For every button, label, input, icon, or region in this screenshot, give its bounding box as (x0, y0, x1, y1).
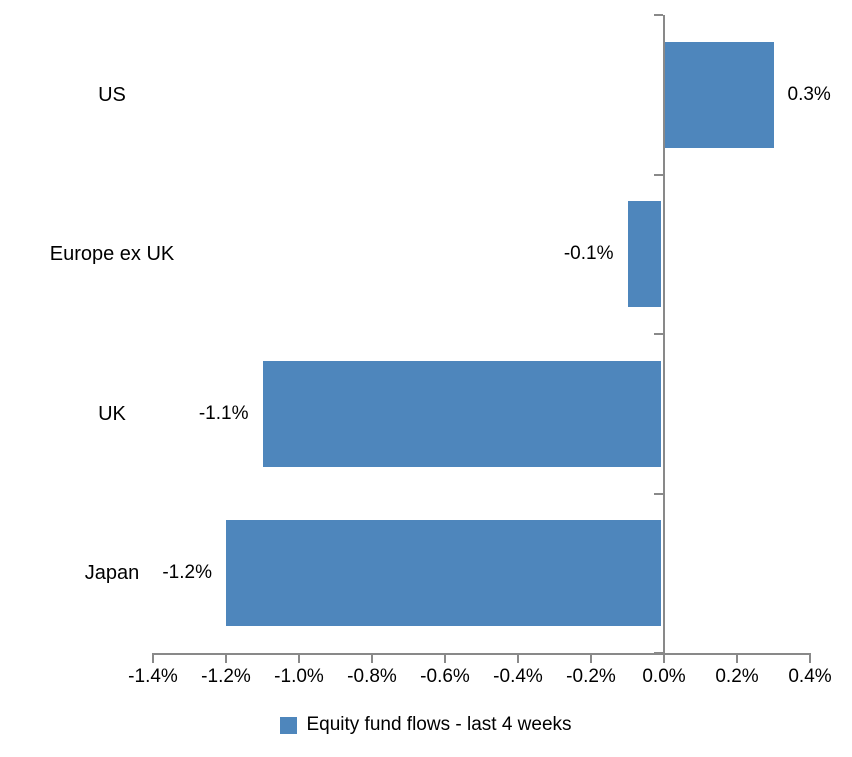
category-axis-line (663, 15, 665, 655)
category-axis-tick-3 (654, 492, 663, 495)
category-label-uk: UK (98, 402, 126, 425)
bar-uk (262, 360, 661, 467)
category-axis-tick-0 (654, 14, 663, 16)
bar-japan (226, 520, 661, 627)
category-axis-tick-1 (654, 173, 663, 176)
x-tick-0 (152, 655, 154, 663)
x-tick-label-5: -0.4% (493, 666, 543, 687)
x-tick-label-0: -1.4% (128, 666, 178, 687)
category-label-japan: Japan (84, 562, 140, 585)
data-label-japan: -1.2% (162, 562, 212, 584)
category-label-europe-ex-uk: Europe ex UK (49, 243, 175, 266)
x-tick-label-8: 0.2% (715, 666, 759, 687)
legend: Equity fund flows - last 4 weeks (0, 713, 852, 737)
x-tick-2 (298, 655, 300, 663)
x-tick-4 (444, 655, 446, 663)
legend-marker-icon (280, 716, 298, 734)
x-tick-5 (517, 655, 519, 663)
legend-label: Equity fund flows - last 4 weeks (306, 714, 572, 735)
bar-europe-ex-uk (627, 201, 661, 308)
x-tick-label-4: -0.6% (420, 666, 470, 687)
category-axis-tick-2 (654, 333, 663, 335)
data-label-us: 0.3% (787, 83, 831, 105)
x-tick-label-9: 0.4% (788, 666, 832, 687)
x-tick-8 (736, 655, 738, 663)
category-label-us: US (98, 83, 126, 106)
x-tick-6 (590, 655, 592, 663)
bar-us (665, 41, 774, 148)
x-tick-label-1: -1.2% (201, 666, 251, 687)
x-tick-1 (225, 655, 227, 663)
x-tick-3 (371, 655, 373, 663)
data-label-uk: -1.1% (198, 402, 249, 424)
x-tick-7 (663, 655, 665, 663)
x-tick-label-6: -0.2% (566, 666, 616, 687)
x-tick-label-2: -1.0% (274, 666, 324, 687)
data-label-europe-ex-uk: -0.1% (563, 243, 614, 265)
value-axis-line (152, 653, 811, 655)
x-tick-label-3: -0.8% (347, 666, 397, 687)
x-tick-9 (809, 655, 811, 663)
x-tick-label-7: 0.0% (642, 666, 686, 687)
